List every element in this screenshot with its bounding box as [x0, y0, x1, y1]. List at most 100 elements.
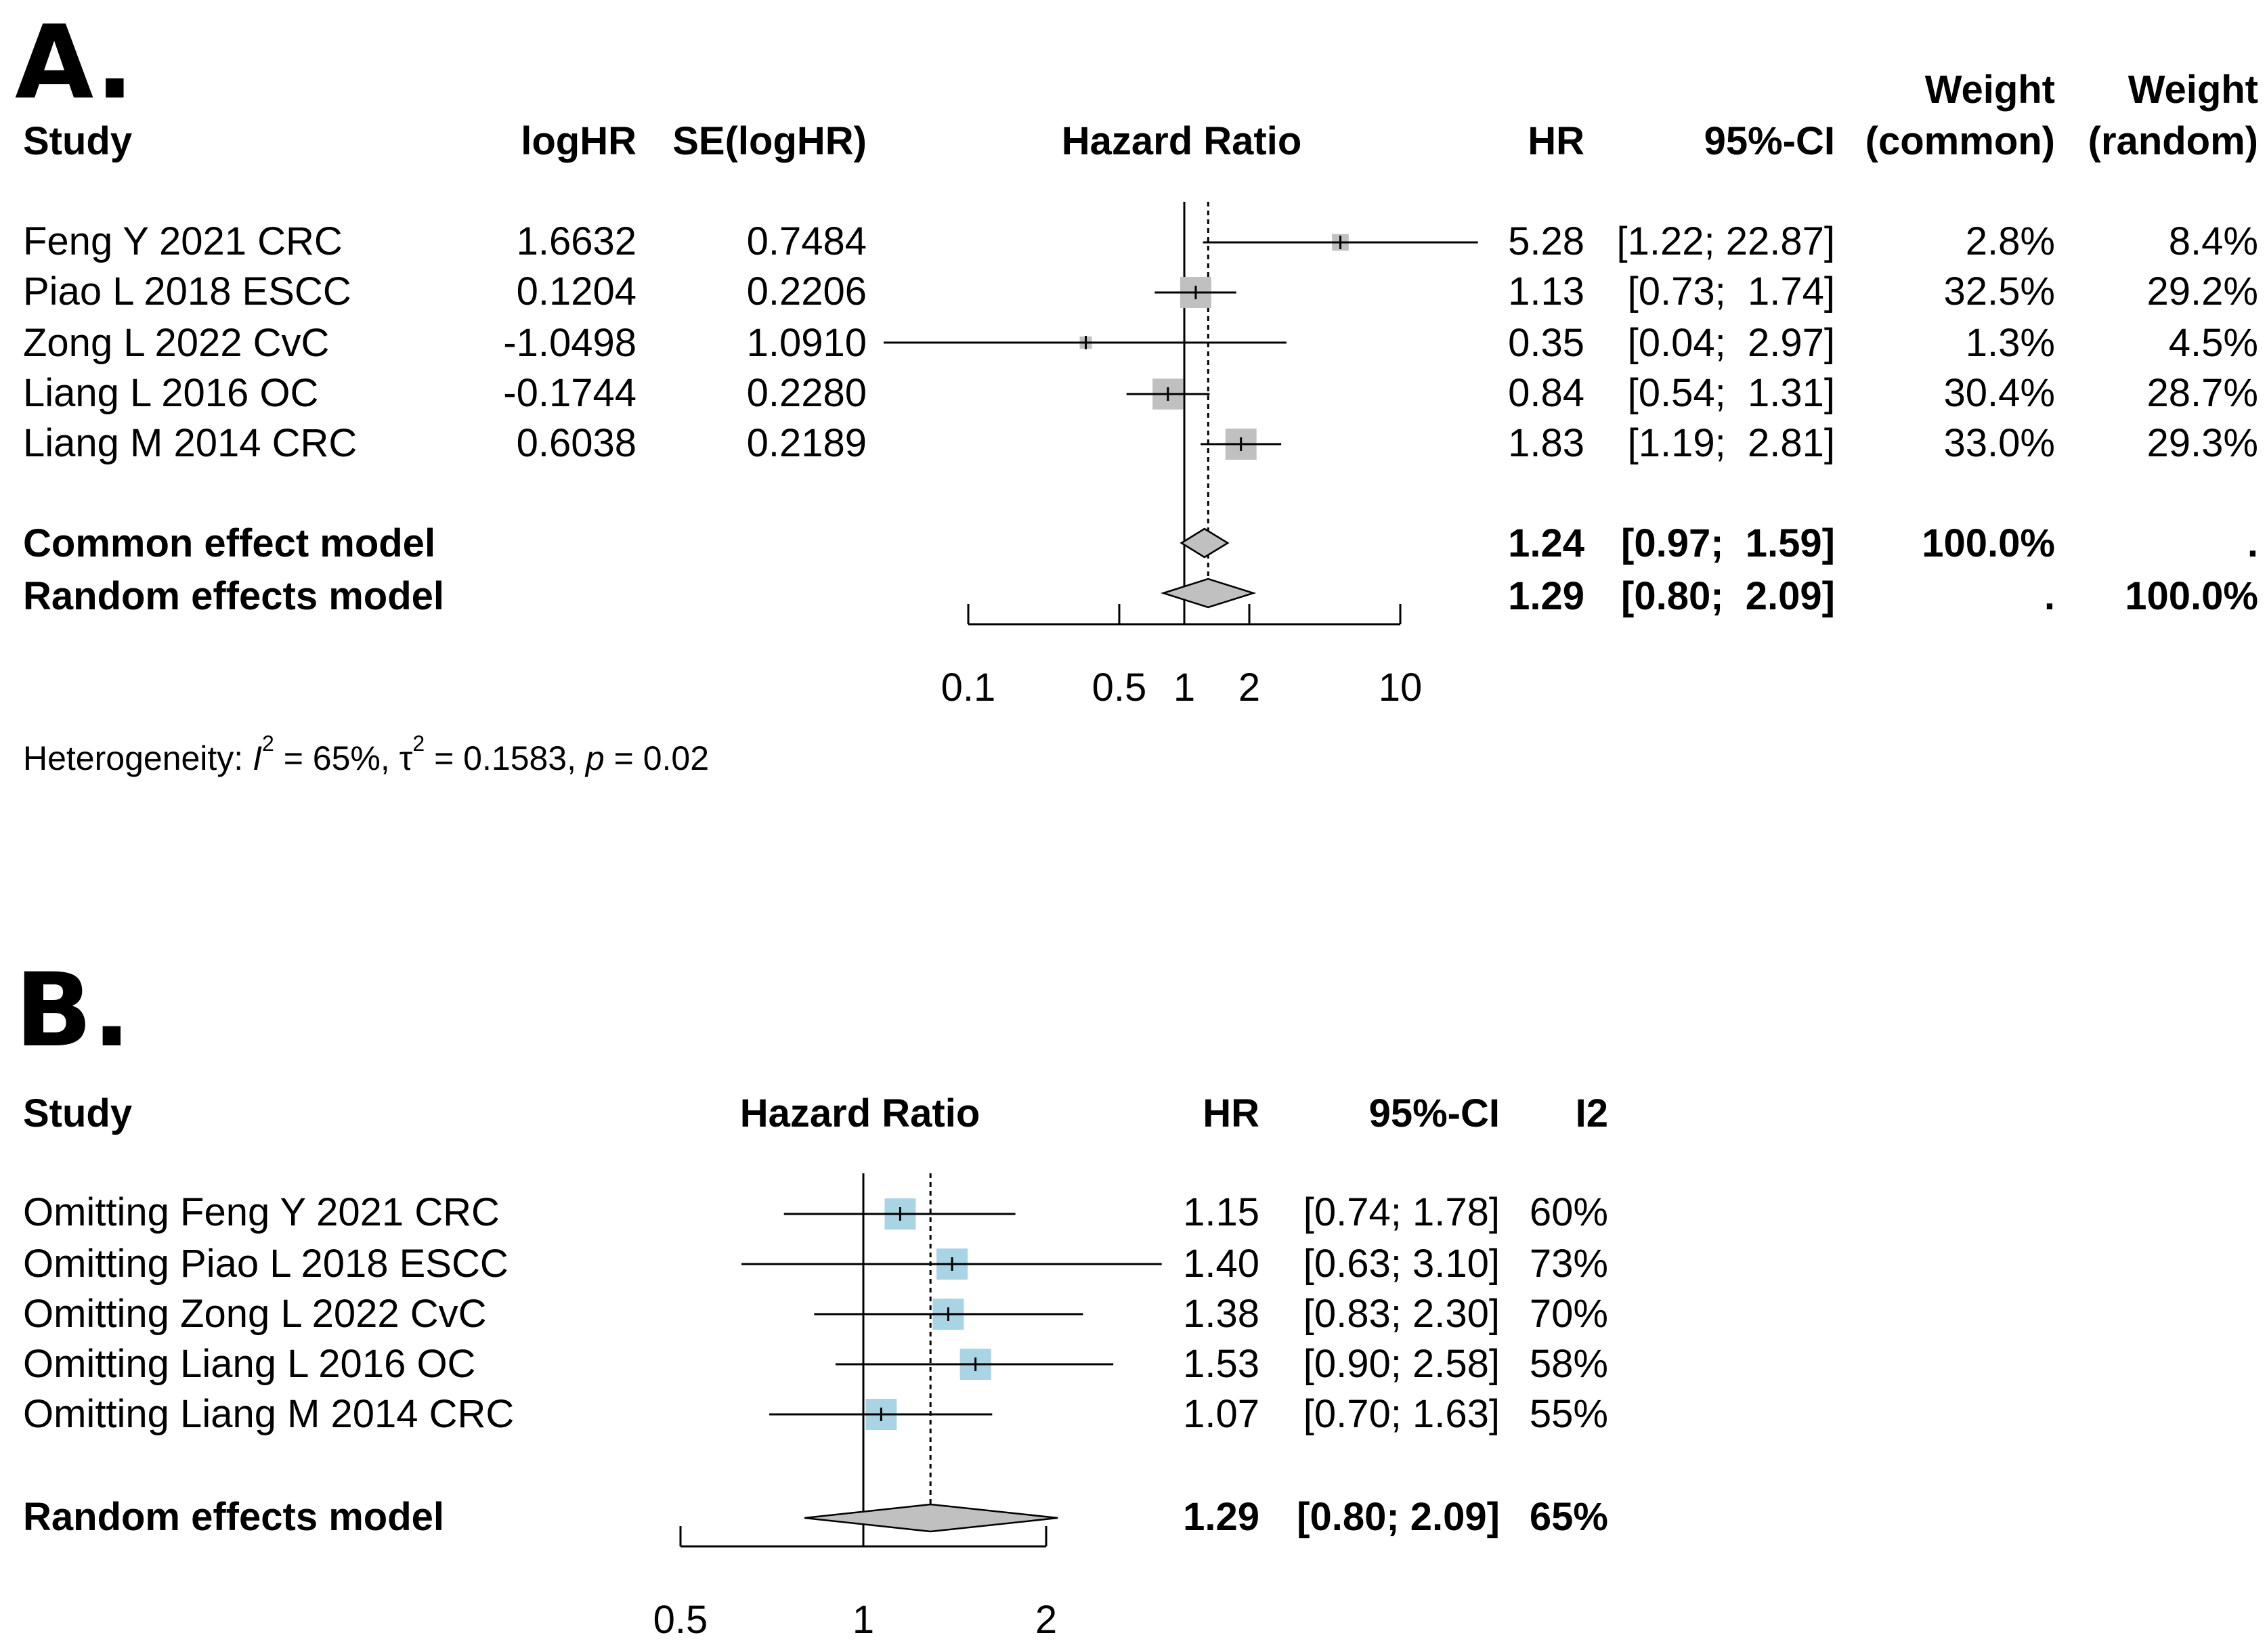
a-row-hr: 1.13: [1508, 269, 1584, 313]
a-row-ci: [1.22; 22.87]: [1616, 219, 1835, 263]
a-row-hr: 1.83: [1508, 421, 1584, 465]
b-header-hr: HR: [1203, 1091, 1259, 1135]
a-row-weight-common: 2.8%: [1965, 219, 2055, 263]
het-p-symbol: p: [585, 739, 605, 777]
a-row-weight-random: 29.2%: [2146, 269, 2258, 313]
b-row-hr: 1.53: [1183, 1342, 1259, 1386]
panel-b-label: B.: [15, 952, 131, 1070]
a-header-ci: 95%-CI: [1704, 119, 1835, 163]
a-row-se: 0.2206: [746, 269, 867, 313]
het-tau-value: = 0.1583,: [425, 739, 586, 777]
a-row-weight-common: 1.3%: [1965, 321, 2055, 365]
a-header-se: SE(logHR): [672, 119, 867, 163]
a-summary-label: Random effects model: [23, 574, 444, 618]
b-summary-diamond: [804, 1503, 1058, 1533]
a-header-study: Study: [23, 119, 133, 163]
panel-a-label: A.: [15, 4, 134, 122]
b-row-study: Omitting Piao L 2018 ESCC: [23, 1242, 509, 1286]
b-row-i2: 58%: [1529, 1342, 1608, 1386]
het-i2-value: = 65%,: [274, 739, 400, 777]
a-row-study: Piao L 2018 ESCC: [23, 269, 351, 313]
a-row-loghr: 1.6632: [516, 219, 636, 263]
a-row-weight-random: 28.7%: [2146, 371, 2258, 415]
b-header-study: Study: [23, 1091, 133, 1135]
b-row-ci: [0.83; 2.30]: [1303, 1292, 1500, 1336]
a-row-ci: [0.04; 2.97]: [1627, 321, 1835, 365]
a-summary-label: Common effect model: [23, 521, 436, 565]
a-summary-hr: 1.24: [1508, 521, 1584, 565]
b-row-hr: 1.38: [1183, 1292, 1259, 1336]
b-tick-label: 2: [1035, 1598, 1057, 1642]
a-summary-weight-common: 100.0%: [1922, 521, 2055, 565]
b-row-hr: 1.15: [1183, 1190, 1259, 1234]
a-summary-hr: 1.29: [1508, 574, 1584, 618]
het-i2-exp: 2: [262, 731, 274, 756]
a-row-ci: [1.19; 2.81]: [1627, 421, 1835, 465]
a-row-ci: [0.54; 1.31]: [1627, 371, 1835, 415]
a-row-ci: [0.73; 1.74]: [1627, 269, 1835, 313]
a-row-weight-common: 32.5%: [1943, 269, 2055, 313]
b-summary-i2: 65%: [1529, 1495, 1608, 1539]
a-row-study: Liang L 2016 OC: [23, 371, 319, 415]
het-p-value: = 0.02: [604, 739, 710, 777]
a-tick-label: 2: [1238, 666, 1260, 710]
a-header-weight-random-2: (random): [2088, 119, 2258, 163]
b-row-ci: [0.70; 1.63]: [1303, 1392, 1500, 1436]
a-header-hr: HR: [1528, 119, 1584, 163]
het-tau-exp: 2: [412, 731, 425, 756]
het-prefix: Heterogeneity:: [23, 739, 253, 777]
a-summary-weight-random: 100.0%: [2125, 574, 2258, 618]
b-row-ci: [0.90; 2.58]: [1303, 1342, 1500, 1386]
a-summary-diamond: [1180, 527, 1230, 559]
b-tick-label: 0.5: [653, 1598, 708, 1642]
a-tick-label: 0.1: [941, 666, 996, 710]
a-row-loghr: 0.1204: [516, 269, 636, 313]
het-tau-symbol: τ: [399, 739, 413, 777]
a-row-hr: 0.35: [1508, 321, 1584, 365]
a-tick-label: 10: [1379, 666, 1423, 710]
b-row-study: Omitting Liang L 2016 OC: [23, 1342, 476, 1386]
a-row-study: Zong L 2022 CvC: [23, 321, 330, 365]
a-row-weight-random: 4.5%: [2168, 321, 2258, 365]
a-row-se: 0.7484: [746, 219, 867, 263]
a-summary-ci: [0.80; 2.09]: [1621, 574, 1835, 618]
a-heterogeneity: Heterogeneity: I2 = 65%, τ2 = 0.1583, p …: [23, 733, 709, 775]
a-header-weight-common-1: Weight: [1924, 68, 2055, 112]
b-row-i2: 70%: [1529, 1292, 1608, 1336]
a-row-loghr: 0.6038: [516, 421, 636, 465]
a-row-weight-common: 33.0%: [1943, 421, 2055, 465]
a-summary-weight-common: .: [2044, 574, 2055, 618]
b-header-hazard-ratio: Hazard Ratio: [739, 1091, 980, 1135]
b-row-study: Omitting Liang M 2014 CRC: [23, 1392, 515, 1436]
a-row-loghr: -1.0498: [503, 321, 636, 365]
a-header-weight-random-1: Weight: [2128, 68, 2258, 112]
a-row-hr: 5.28: [1508, 219, 1584, 263]
b-row-ci: [0.63; 3.10]: [1303, 1242, 1500, 1286]
a-row-weight-common: 30.4%: [1943, 371, 2055, 415]
a-row-weight-random: 8.4%: [2168, 219, 2258, 263]
a-row-study: Liang M 2014 CRC: [23, 421, 358, 465]
het-i2-symbol: I: [253, 739, 262, 777]
a-summary-ci: [0.97; 1.59]: [1621, 521, 1835, 565]
a-summary-weight-random: .: [2247, 521, 2258, 565]
a-header-weight-common-2: (common): [1865, 119, 2055, 163]
b-row-i2: 55%: [1529, 1392, 1608, 1436]
b-row-i2: 73%: [1529, 1242, 1608, 1286]
b-header-ci: 95%-CI: [1368, 1091, 1500, 1135]
a-tick-label: 1: [1173, 666, 1195, 710]
a-row-study: Feng Y 2021 CRC: [23, 219, 343, 263]
a-row-se: 0.2280: [746, 371, 867, 415]
b-header-i2: I2: [1575, 1091, 1608, 1135]
b-row-study: Omitting Zong L 2022 CvC: [23, 1292, 487, 1336]
b-row-i2: 60%: [1529, 1190, 1608, 1234]
b-summary-hr: 1.29: [1183, 1495, 1259, 1539]
a-row-se: 0.2189: [746, 421, 867, 465]
a-row-weight-random: 29.3%: [2146, 421, 2258, 465]
a-header-hazard-ratio: Hazard Ratio: [1061, 119, 1302, 163]
a-row-se: 1.0910: [746, 321, 867, 365]
b-row-ci: [0.74; 1.78]: [1303, 1190, 1500, 1234]
a-row-loghr: -0.1744: [503, 371, 636, 415]
a-summary-diamond: [1160, 578, 1257, 609]
a-header-loghr: logHR: [521, 119, 636, 163]
